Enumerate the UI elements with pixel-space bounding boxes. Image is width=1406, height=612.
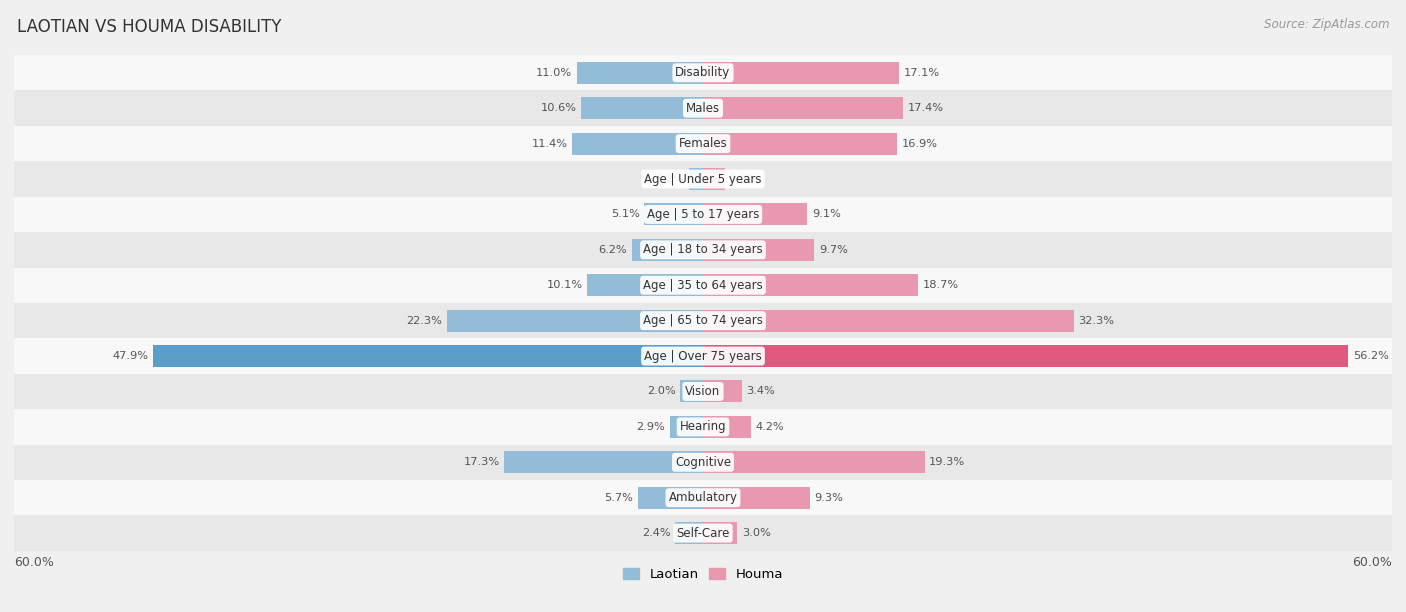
Text: Age | 18 to 34 years: Age | 18 to 34 years bbox=[643, 244, 763, 256]
Text: Age | 35 to 64 years: Age | 35 to 64 years bbox=[643, 278, 763, 292]
Text: Self-Care: Self-Care bbox=[676, 526, 730, 540]
Bar bbox=[703, 203, 807, 225]
Text: 5.1%: 5.1% bbox=[612, 209, 640, 220]
Text: Age | Over 75 years: Age | Over 75 years bbox=[644, 349, 762, 362]
Bar bbox=[703, 239, 814, 261]
Bar bbox=[703, 381, 742, 403]
Text: Disability: Disability bbox=[675, 66, 731, 80]
Text: 18.7%: 18.7% bbox=[922, 280, 959, 290]
Text: 10.6%: 10.6% bbox=[541, 103, 576, 113]
Bar bbox=[669, 416, 703, 438]
Bar bbox=[572, 133, 703, 155]
Text: 22.3%: 22.3% bbox=[406, 316, 443, 326]
Bar bbox=[153, 345, 703, 367]
Text: Source: ZipAtlas.com: Source: ZipAtlas.com bbox=[1264, 18, 1389, 31]
Text: 3.4%: 3.4% bbox=[747, 386, 775, 397]
Text: 11.0%: 11.0% bbox=[536, 68, 572, 78]
Text: 60.0%: 60.0% bbox=[14, 556, 53, 569]
Bar bbox=[703, 487, 810, 509]
Text: Age | Under 5 years: Age | Under 5 years bbox=[644, 173, 762, 185]
Text: 60.0%: 60.0% bbox=[1353, 556, 1392, 569]
Text: 17.1%: 17.1% bbox=[904, 68, 941, 78]
Text: 32.3%: 32.3% bbox=[1078, 316, 1115, 326]
Bar bbox=[576, 62, 703, 84]
Bar bbox=[703, 310, 1074, 332]
Bar bbox=[14, 409, 1392, 444]
Bar bbox=[588, 274, 703, 296]
Bar bbox=[631, 239, 703, 261]
Bar bbox=[703, 168, 725, 190]
Text: 9.1%: 9.1% bbox=[813, 209, 841, 220]
Text: 17.3%: 17.3% bbox=[464, 457, 499, 468]
Text: 3.0%: 3.0% bbox=[742, 528, 770, 538]
Text: 1.2%: 1.2% bbox=[655, 174, 685, 184]
Text: 2.9%: 2.9% bbox=[637, 422, 665, 432]
Text: 9.7%: 9.7% bbox=[818, 245, 848, 255]
Text: 6.2%: 6.2% bbox=[599, 245, 627, 255]
Bar bbox=[703, 522, 738, 544]
Bar bbox=[637, 487, 703, 509]
Text: Cognitive: Cognitive bbox=[675, 456, 731, 469]
Bar bbox=[14, 162, 1392, 196]
Text: 9.3%: 9.3% bbox=[814, 493, 844, 502]
Bar bbox=[689, 168, 703, 190]
Text: 1.9%: 1.9% bbox=[730, 174, 758, 184]
Bar bbox=[703, 416, 751, 438]
Text: 47.9%: 47.9% bbox=[112, 351, 149, 361]
Text: 16.9%: 16.9% bbox=[901, 138, 938, 149]
Bar bbox=[703, 62, 900, 84]
Text: 2.0%: 2.0% bbox=[647, 386, 675, 397]
Bar bbox=[703, 451, 925, 473]
Bar bbox=[675, 522, 703, 544]
Text: Hearing: Hearing bbox=[679, 420, 727, 433]
Text: 2.4%: 2.4% bbox=[643, 528, 671, 538]
Legend: Laotian, Houma: Laotian, Houma bbox=[617, 563, 789, 586]
Text: 4.2%: 4.2% bbox=[756, 422, 785, 432]
Text: 11.4%: 11.4% bbox=[531, 138, 568, 149]
Text: Females: Females bbox=[679, 137, 727, 150]
Text: Ambulatory: Ambulatory bbox=[668, 491, 738, 504]
Text: Vision: Vision bbox=[685, 385, 721, 398]
Bar bbox=[14, 91, 1392, 126]
Text: 17.4%: 17.4% bbox=[907, 103, 943, 113]
Bar bbox=[681, 381, 703, 403]
Text: Males: Males bbox=[686, 102, 720, 114]
Bar bbox=[644, 203, 703, 225]
Bar bbox=[581, 97, 703, 119]
Bar bbox=[14, 444, 1392, 480]
Text: Age | 65 to 74 years: Age | 65 to 74 years bbox=[643, 314, 763, 327]
Bar bbox=[14, 515, 1392, 551]
Bar bbox=[14, 55, 1392, 91]
Bar bbox=[703, 345, 1348, 367]
Bar bbox=[447, 310, 703, 332]
Bar bbox=[703, 97, 903, 119]
Bar bbox=[14, 303, 1392, 338]
Bar bbox=[14, 126, 1392, 162]
Bar bbox=[14, 267, 1392, 303]
Text: Age | 5 to 17 years: Age | 5 to 17 years bbox=[647, 208, 759, 221]
Bar bbox=[703, 274, 918, 296]
Text: 5.7%: 5.7% bbox=[605, 493, 633, 502]
Text: 19.3%: 19.3% bbox=[929, 457, 966, 468]
Bar bbox=[703, 133, 897, 155]
Bar bbox=[505, 451, 703, 473]
Text: LAOTIAN VS HOUMA DISABILITY: LAOTIAN VS HOUMA DISABILITY bbox=[17, 18, 281, 36]
Bar bbox=[14, 196, 1392, 232]
Text: 10.1%: 10.1% bbox=[547, 280, 582, 290]
Bar bbox=[14, 232, 1392, 267]
Bar bbox=[14, 338, 1392, 374]
Bar bbox=[14, 374, 1392, 409]
Text: 56.2%: 56.2% bbox=[1353, 351, 1389, 361]
Bar bbox=[14, 480, 1392, 515]
